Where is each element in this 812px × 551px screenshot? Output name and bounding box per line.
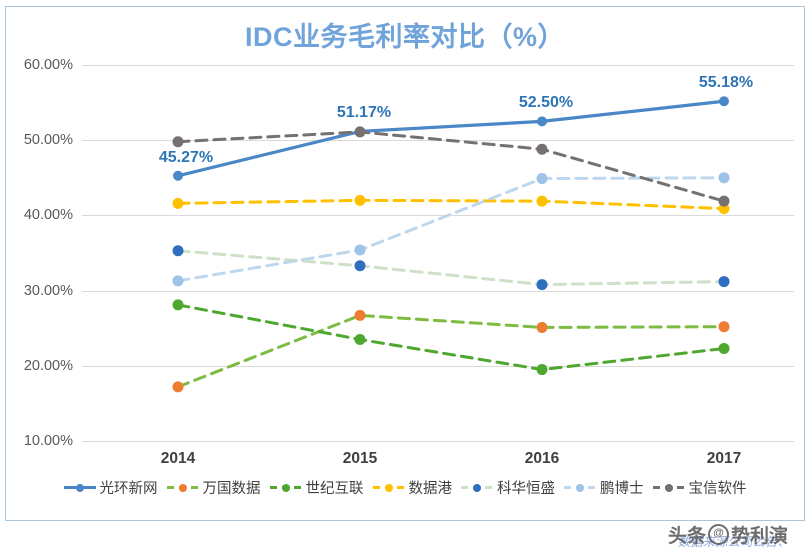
data-point-marker xyxy=(172,197,184,209)
data-point-marker xyxy=(536,321,548,333)
legend-item-6[interactable]: 鹏博士 xyxy=(564,477,644,498)
legend-swatch-icon xyxy=(372,482,405,493)
x-tick-label: 2016 xyxy=(524,450,560,467)
legend-swatch-icon xyxy=(269,482,302,493)
data-point-marker xyxy=(536,143,548,155)
data-label: 45.27% xyxy=(158,148,214,166)
legend-label: 世纪互联 xyxy=(305,481,364,497)
data-label: 52.50% xyxy=(518,94,574,112)
legend-item-3[interactable]: 世纪互联 xyxy=(269,477,364,498)
series-lines-svg xyxy=(172,96,730,393)
series-line xyxy=(176,313,726,389)
legend-swatch-icon xyxy=(564,482,596,493)
data-point-marker xyxy=(719,96,729,107)
chart-container: IDC业务毛利率对比（%） 10.00% 20.00% 30.00% 40.00% 50… xyxy=(5,6,805,549)
chart-legend: 光环新网 万国数据 世纪互联 数据港 科华恒盛 鹏博士 宝信软件 xyxy=(6,477,804,498)
data-point-marker xyxy=(354,244,366,256)
series-line xyxy=(176,249,726,287)
series-line xyxy=(176,303,726,372)
data-point-marker xyxy=(354,194,366,206)
data-point-marker xyxy=(172,381,184,393)
data-point-marker xyxy=(718,276,730,288)
y-tick-label: 40.00% xyxy=(23,207,73,224)
legend-item-5[interactable]: 科华恒盛 xyxy=(461,477,555,498)
gridline xyxy=(82,65,794,66)
data-point-marker xyxy=(354,126,366,138)
legend-item-1[interactable]: 光环新网 xyxy=(63,477,158,498)
data-point-marker xyxy=(354,260,366,272)
watermark-prefix: 头条 xyxy=(667,526,706,547)
series-line xyxy=(176,176,726,283)
data-point-marker xyxy=(173,170,183,181)
data-point-marker xyxy=(536,364,548,376)
gridline xyxy=(82,215,794,217)
data-point-marker xyxy=(536,195,548,207)
y-tick-label: 30.00% xyxy=(23,282,73,299)
legend-label: 科华恒盛 xyxy=(497,481,555,497)
data-point-marker xyxy=(718,172,730,184)
gridline xyxy=(82,290,794,292)
y-tick-label: 10.00% xyxy=(23,433,73,449)
y-tick-label: 60.00% xyxy=(23,57,73,73)
y-tick-label: 20.00% xyxy=(23,357,73,374)
data-label: 55.18% xyxy=(698,74,754,92)
y-tick-label: 50.00% xyxy=(23,132,73,149)
legend-label: 万国数据 xyxy=(202,481,261,497)
x-tick-label: 2017 xyxy=(706,450,742,467)
data-point-marker xyxy=(172,245,184,257)
data-point-marker xyxy=(536,279,548,291)
data-point-marker xyxy=(537,116,547,127)
data-point-marker xyxy=(718,203,730,215)
data-label: 51.17% xyxy=(336,104,392,122)
data-point-marker xyxy=(172,136,184,148)
data-point-marker xyxy=(718,321,730,333)
legend-label: 数据港 xyxy=(408,481,453,497)
series-line xyxy=(176,99,726,178)
x-axis-line xyxy=(82,441,794,442)
data-point-marker xyxy=(536,173,548,185)
data-point-marker xyxy=(354,309,366,321)
plot-area: 10.00% 20.00% 30.00% 40.00% 50.00% 60.00% 201… xyxy=(24,57,794,467)
watermark-name: 势利演 xyxy=(730,526,788,547)
legend-swatch-icon xyxy=(166,482,199,493)
chart-title: IDC业务毛利率对比（%） xyxy=(244,22,565,52)
x-tick-label: 2014 xyxy=(160,450,196,467)
series-line xyxy=(176,130,726,203)
watermark-at-icon: @ xyxy=(707,524,729,545)
legend-swatch-icon xyxy=(461,482,493,493)
legend-label: 光环新网 xyxy=(99,481,158,497)
data-point-marker xyxy=(172,299,184,311)
legend-swatch-icon xyxy=(63,482,96,493)
data-point-marker xyxy=(172,275,184,287)
x-tick-label: 2015 xyxy=(342,450,378,467)
legend-label: 鹏博士 xyxy=(600,481,644,497)
legend-item-4[interactable]: 数据港 xyxy=(372,477,453,498)
data-point-marker xyxy=(718,195,730,207)
legend-label: 宝信软件 xyxy=(688,481,747,497)
data-point-marker xyxy=(354,333,366,345)
series-line xyxy=(176,198,726,211)
source-note: 数据来源公司公告、 xyxy=(677,535,790,549)
gridline xyxy=(82,365,794,367)
legend-swatch-icon xyxy=(652,482,685,493)
legend-item-7[interactable]: 宝信软件 xyxy=(652,477,747,498)
watermark: 头条 @ 势利演 xyxy=(668,521,788,548)
legend-item-2[interactable]: 万国数据 xyxy=(166,477,261,498)
data-point-marker xyxy=(718,343,730,355)
